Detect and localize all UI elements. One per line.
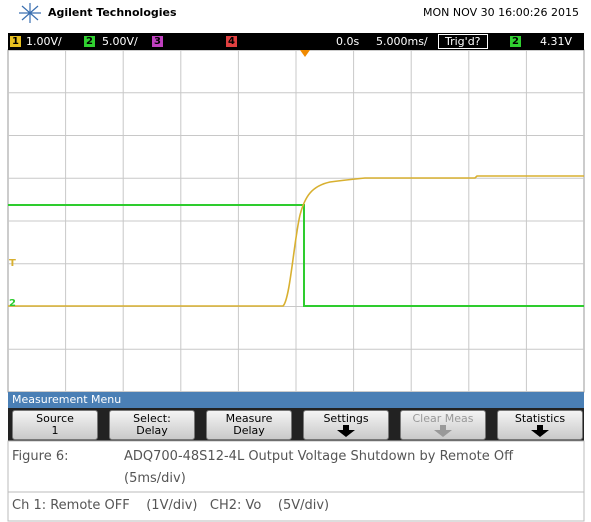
softkey[interactable]: Measure Delay bbox=[206, 410, 292, 440]
softkey-arrow bbox=[434, 425, 452, 437]
softkey-label: Clear Meas bbox=[412, 412, 474, 425]
softkey-arrow bbox=[531, 425, 549, 437]
ch2-badge: 2 bbox=[84, 36, 95, 47]
softkey[interactable]: Clear Meas bbox=[400, 410, 486, 440]
channel-notes: Ch 1: Remote OFF (1V/div) CH2: Vo (5V/di… bbox=[12, 498, 330, 513]
logo bbox=[19, 3, 41, 23]
softkey-label: Settings bbox=[323, 412, 369, 425]
trigger-position bbox=[300, 50, 310, 57]
ch1-trace bbox=[8, 175, 584, 307]
brand: Agilent Technologies bbox=[48, 6, 177, 19]
datetime: MON NOV 30 16:00:26 2015 bbox=[423, 6, 579, 19]
trigger-status: Trig'd? bbox=[438, 34, 488, 49]
softkey-arrow bbox=[337, 425, 355, 437]
delay: 0.0s bbox=[336, 35, 360, 48]
ch4-badge: 4 bbox=[226, 36, 237, 47]
figure-subtitle: (5ms/div) bbox=[124, 471, 186, 486]
ch1-scale: 1.00V/ bbox=[26, 35, 62, 48]
ch2-trace bbox=[8, 204, 584, 307]
softkey-label: Source bbox=[36, 412, 74, 425]
timebase: 5.000ms/ bbox=[376, 35, 428, 48]
trigger-level: 4.31V bbox=[540, 35, 573, 48]
figure-title: ADQ700-48S12-4L Output Voltage Shutdown … bbox=[124, 449, 514, 464]
softkey-label: Measure bbox=[225, 412, 273, 425]
softkey-label: Select: bbox=[133, 412, 171, 425]
grid bbox=[8, 50, 584, 392]
trigger-marker: T bbox=[9, 258, 16, 269]
softkey[interactable]: Statistics bbox=[497, 410, 583, 440]
menu-title-bar bbox=[8, 392, 584, 408]
figure-number: Figure 6: bbox=[12, 449, 69, 464]
softkey-value: Delay bbox=[136, 424, 168, 437]
ch3-badge: 3 bbox=[152, 36, 163, 47]
softkey-bar bbox=[8, 408, 584, 441]
softkey-value: Delay bbox=[233, 424, 265, 437]
softkey[interactable]: Settings bbox=[303, 410, 389, 440]
trigger-channel: 2 bbox=[510, 36, 521, 47]
ch1-badge: 1 bbox=[10, 36, 21, 47]
softkey-label: Statistics bbox=[514, 412, 566, 425]
softkey-value: 1 bbox=[51, 424, 59, 437]
softkey[interactable]: Source 1 bbox=[12, 410, 98, 440]
menu-title: Measurement Menu bbox=[12, 393, 122, 406]
ch2-marker: 2 bbox=[9, 298, 16, 309]
ch2-scale: 5.00V/ bbox=[102, 35, 138, 48]
caption-frame bbox=[7, 440, 585, 522]
softkey[interactable]: Select: Delay bbox=[109, 410, 195, 440]
